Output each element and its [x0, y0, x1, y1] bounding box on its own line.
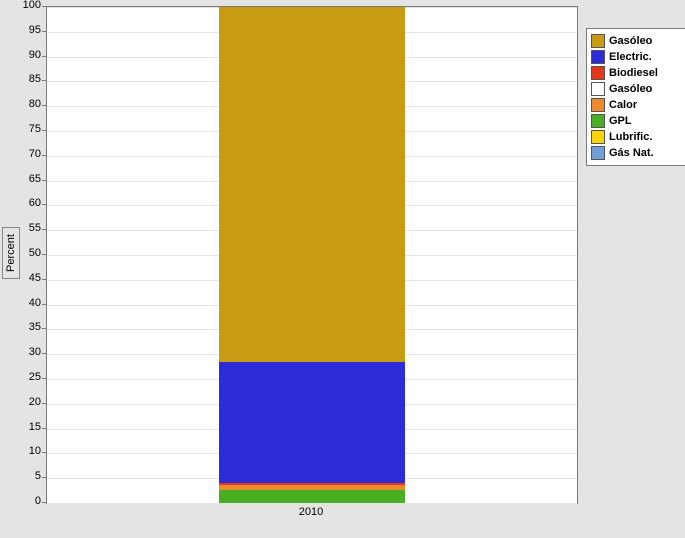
y-tick-mark [42, 452, 46, 453]
legend-swatch [591, 146, 605, 160]
y-tick-mark [42, 229, 46, 230]
gridline [47, 503, 577, 504]
segment-Electric. [219, 362, 405, 484]
plot-area [47, 7, 577, 503]
legend-swatch [591, 66, 605, 80]
legend-label: Biodiesel [609, 67, 658, 79]
y-tick-label: 10 [1, 445, 41, 457]
bar-2010 [219, 7, 405, 503]
y-tick-label: 95 [1, 24, 41, 36]
y-tick-label: 85 [1, 73, 41, 85]
y-tick-label: 35 [1, 321, 41, 333]
legend: Gasóleo Electric. Biodiesel Gasóleo Calor GPL… [586, 28, 685, 166]
y-tick-label: 75 [1, 123, 41, 135]
legend-swatch [591, 130, 605, 144]
y-tick-mark [42, 105, 46, 106]
legend-item: Calor [591, 97, 683, 113]
y-tick-label: 25 [1, 371, 41, 383]
y-tick-label: 100 [1, 0, 41, 11]
y-tick-label: 65 [1, 173, 41, 185]
legend-label: Gasóleo [609, 83, 652, 95]
x-tick-label: 2010 [218, 506, 404, 518]
y-tick-label: 5 [1, 470, 41, 482]
legend-label: Electric. [609, 51, 652, 63]
legend-item: Gasóleo [591, 33, 683, 49]
y-tick-mark [42, 403, 46, 404]
y-tick-label: 55 [1, 222, 41, 234]
segment-Gasóleo [219, 7, 405, 362]
legend-label: Gasóleo [609, 35, 652, 47]
y-tick-label: 80 [1, 98, 41, 110]
y-tick-label: 40 [1, 297, 41, 309]
y-tick-mark [42, 254, 46, 255]
y-tick-label: 90 [1, 49, 41, 61]
legend-item: Gás Nat. [591, 145, 683, 161]
legend-label: Calor [609, 99, 637, 111]
y-tick-label: 20 [1, 396, 41, 408]
y-tick-mark [42, 304, 46, 305]
legend-swatch [591, 50, 605, 64]
y-tick-mark [42, 378, 46, 379]
y-tick-mark [42, 56, 46, 57]
y-tick-mark [42, 328, 46, 329]
plot-frame [46, 6, 578, 504]
y-tick-label: 30 [1, 346, 41, 358]
legend-item: GPL [591, 113, 683, 129]
y-tick-label: 45 [1, 272, 41, 284]
y-tick-mark [42, 477, 46, 478]
y-tick-label: 60 [1, 197, 41, 209]
y-tick-label: 0 [1, 495, 41, 507]
legend-label: Lubrific. [609, 131, 652, 143]
legend-item: Electric. [591, 49, 683, 65]
segment-GPL [219, 490, 405, 503]
y-tick-mark [42, 80, 46, 81]
legend-item: Biodiesel [591, 65, 683, 81]
segment-Biodiesel [219, 483, 405, 484]
y-tick-label: 70 [1, 148, 41, 160]
legend-swatch [591, 82, 605, 96]
y-tick-mark [42, 180, 46, 181]
y-tick-mark [42, 130, 46, 131]
y-tick-mark [42, 502, 46, 503]
y-tick-mark [42, 31, 46, 32]
y-tick-label: 15 [1, 421, 41, 433]
y-axis-title-box: Percent [2, 235, 16, 295]
y-tick-label: 50 [1, 247, 41, 259]
segment-Calor [219, 485, 405, 490]
y-tick-mark [42, 279, 46, 280]
legend-swatch [591, 34, 605, 48]
y-tick-mark [42, 6, 46, 7]
legend-item: Lubrific. [591, 129, 683, 145]
y-tick-mark [42, 155, 46, 156]
legend-label: Gás Nat. [609, 147, 654, 159]
y-tick-mark [42, 353, 46, 354]
legend-swatch [591, 98, 605, 112]
legend-swatch [591, 114, 605, 128]
y-tick-mark [42, 428, 46, 429]
legend-label: GPL [609, 115, 632, 127]
legend-item: Gasóleo [591, 81, 683, 97]
y-tick-mark [42, 204, 46, 205]
